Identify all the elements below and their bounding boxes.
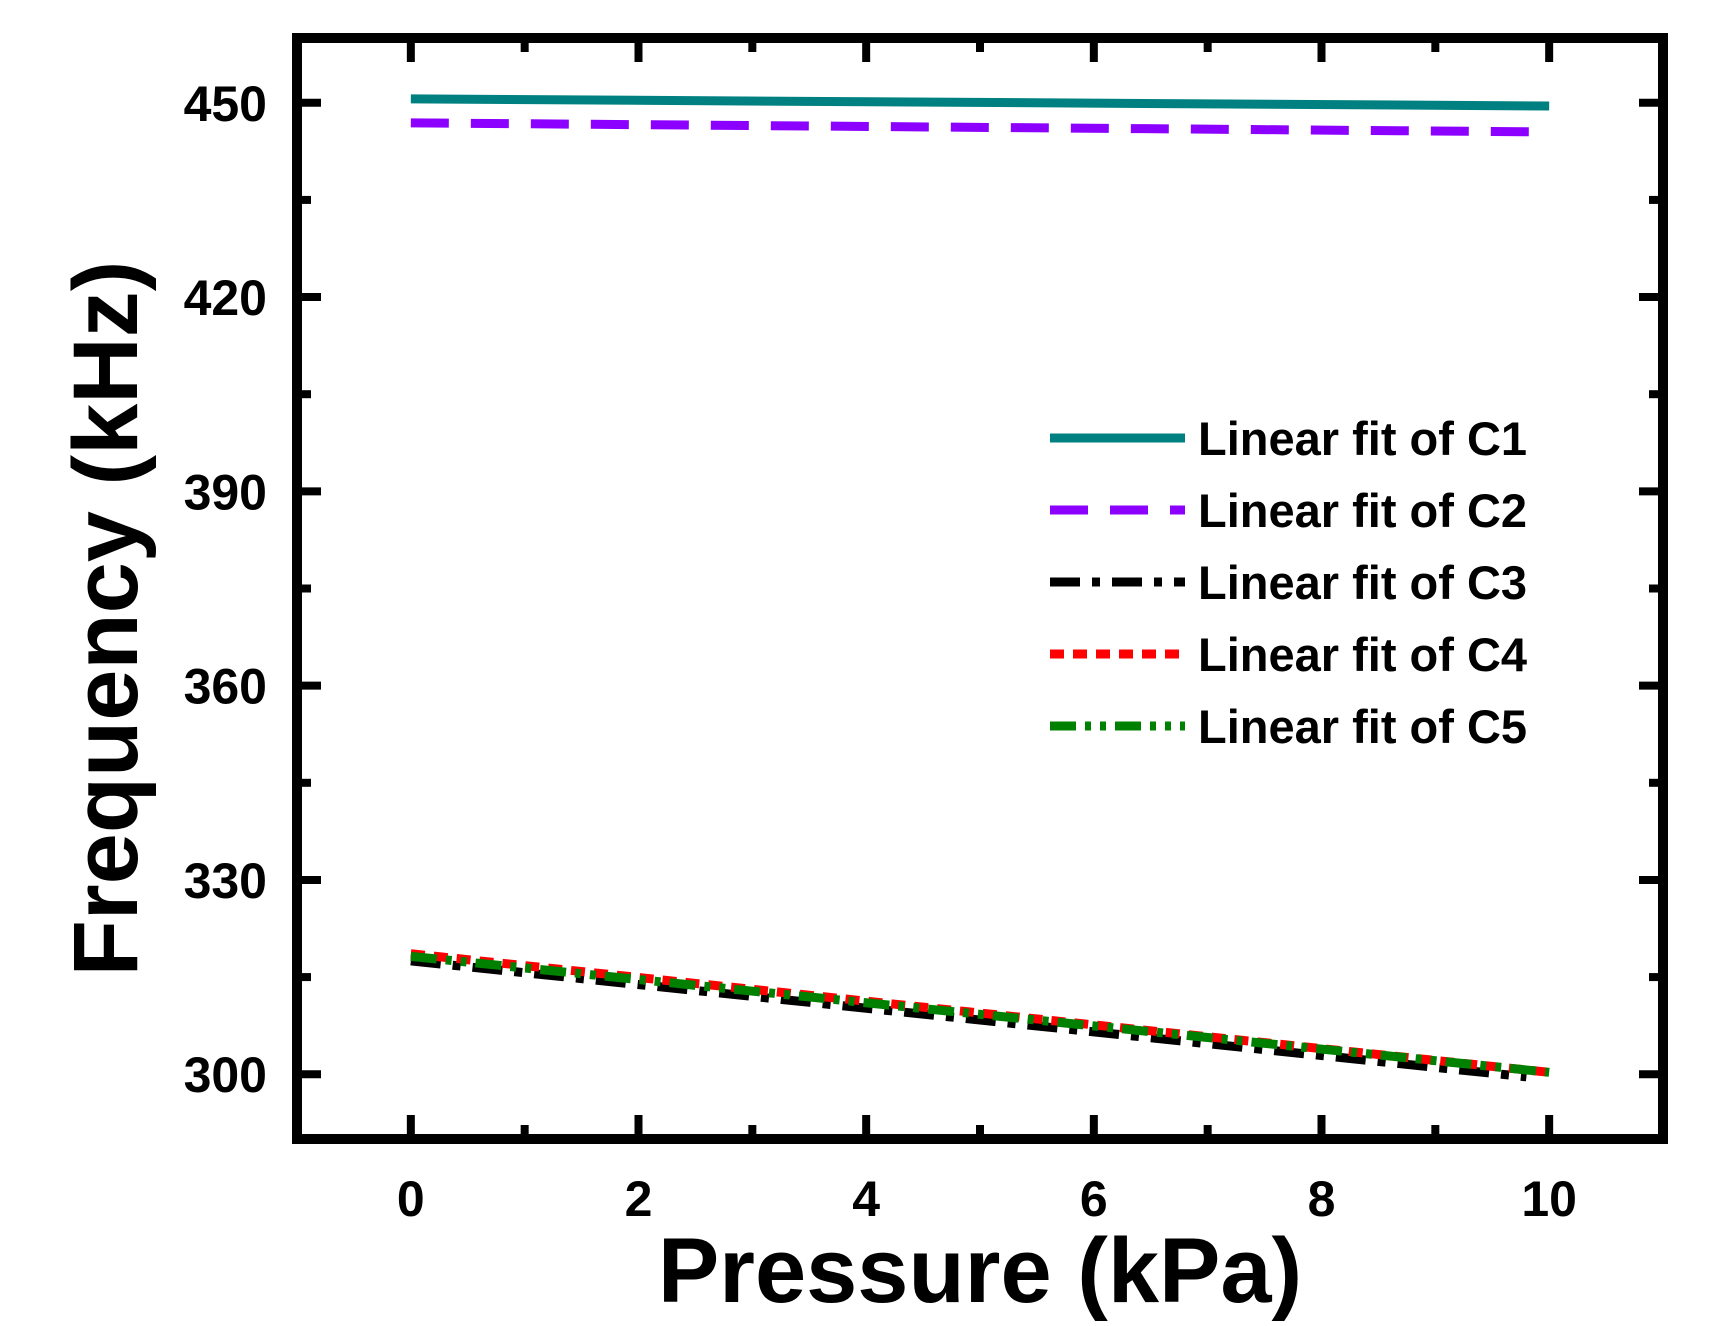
plot-frame <box>292 33 1668 1144</box>
x-tick-label: 2 <box>625 1171 653 1227</box>
legend: Linear fit of C1 Linear fit of C2 Linear f… <box>1050 412 1527 753</box>
x-tick-label: 8 <box>1308 1171 1336 1227</box>
series-line-1 <box>410 94 1550 111</box>
series-line-5 <box>410 951 1550 1077</box>
series-line-4 <box>410 949 1550 1077</box>
y-tick-label: 390 <box>184 464 267 520</box>
y-tick-label: 450 <box>184 76 267 132</box>
series-line-3 <box>410 956 1527 1082</box>
x-tick-label: 4 <box>852 1171 880 1227</box>
x-tick-label: 0 <box>397 1171 425 1227</box>
y-axis-tick-labels: 300 330 360 390 420 450 <box>184 76 267 1103</box>
series-layer <box>410 94 1550 1082</box>
y-tick-label: 360 <box>184 659 267 715</box>
y-axis-title: Frequency (kHz) <box>55 261 157 977</box>
legend-label-3: Linear fit of C3 <box>1198 556 1527 609</box>
legend-label-2: Linear fit of C2 <box>1198 484 1527 537</box>
legend-label-1: Linear fit of C1 <box>1198 412 1527 465</box>
y-tick-label: 300 <box>184 1047 267 1103</box>
legend-label-4: Linear fit of C4 <box>1198 628 1527 681</box>
x-axis-tick-labels: 0 2 4 6 8 10 <box>397 1171 1577 1227</box>
x-axis-title: Pressure (kPa) <box>658 1220 1302 1322</box>
y-tick-label: 330 <box>184 853 267 909</box>
x-tick-label: 6 <box>1080 1171 1108 1227</box>
legend-label-5: Linear fit of C5 <box>1198 700 1527 753</box>
y-tick-label: 420 <box>184 270 267 326</box>
series-line-2 <box>410 118 1550 137</box>
x-tick-label: 10 <box>1521 1171 1577 1227</box>
